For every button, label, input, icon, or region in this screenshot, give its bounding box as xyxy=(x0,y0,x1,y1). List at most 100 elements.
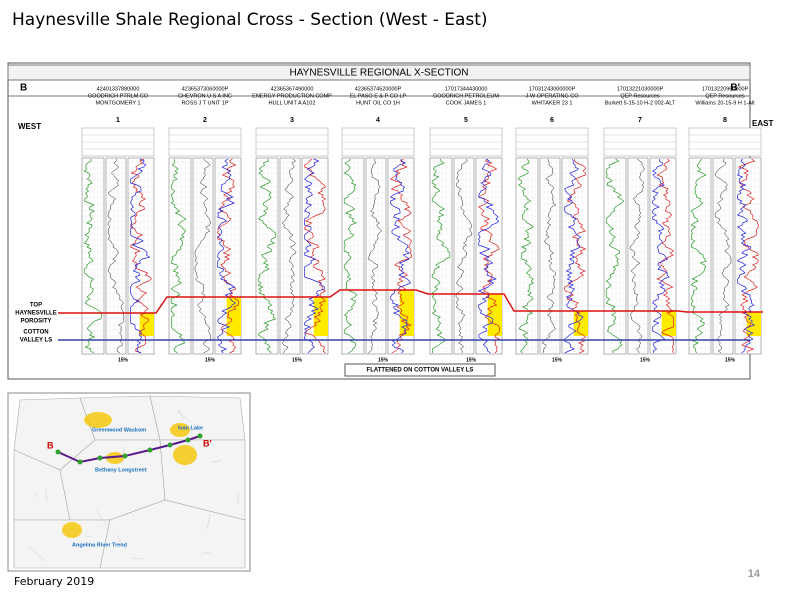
resistivity-curve xyxy=(714,158,732,354)
play-area xyxy=(62,522,82,538)
log-track xyxy=(539,157,561,355)
log-track xyxy=(365,157,387,355)
log-track xyxy=(255,157,279,355)
page-number: 14 xyxy=(748,568,761,580)
well-api: 42365367490000 xyxy=(271,86,314,92)
well-scale: 15% xyxy=(640,357,651,363)
neutron-curve xyxy=(736,158,756,354)
section-title-bar xyxy=(7,64,751,81)
density-curve xyxy=(389,158,412,354)
county-line xyxy=(178,410,185,420)
section-title: HAYNESVILLE REGIONAL X-SECTION xyxy=(290,68,469,79)
log-track xyxy=(688,157,712,355)
well-location xyxy=(185,437,191,443)
density-curve xyxy=(656,158,675,354)
log-track xyxy=(627,157,649,355)
top-label: TOP xyxy=(30,303,42,309)
log-track xyxy=(429,157,453,355)
neutron-curve xyxy=(564,158,584,354)
well-number: 7 xyxy=(638,117,642,124)
gamma-curve xyxy=(605,158,625,354)
play-area xyxy=(106,452,124,464)
resistivity-curve xyxy=(541,158,557,354)
datum-label: FLATTENED ON COTTON VALLEY LS xyxy=(367,368,474,374)
county-line xyxy=(84,535,91,538)
porosity-fill xyxy=(226,297,241,336)
log-track xyxy=(192,157,214,355)
well-name: HUNT OIL CO 1H xyxy=(356,100,400,106)
well-operator: GOODRICH PTRLM CO xyxy=(88,93,149,99)
well-location xyxy=(147,447,153,453)
porosity-fill xyxy=(139,313,154,336)
footer-date: February 2019 xyxy=(14,575,94,588)
well-name: COOK JAMES 1 xyxy=(446,100,487,106)
map-region xyxy=(149,395,246,441)
map-end: B' xyxy=(203,438,212,448)
well-number: 3 xyxy=(290,117,294,124)
density-curve xyxy=(477,158,501,354)
west-label: WEST xyxy=(18,122,41,131)
well-number: 8 xyxy=(723,117,727,124)
resistivity-curve xyxy=(455,158,473,354)
well-api: 17013221030000P xyxy=(617,86,664,92)
well-operator: CHEVRON U S A INC xyxy=(178,93,232,99)
neutron-curve xyxy=(477,158,500,354)
county-line xyxy=(201,552,211,554)
log-track xyxy=(453,157,475,355)
resistivity-curve xyxy=(367,158,382,354)
well-location xyxy=(122,453,128,459)
top-label: POROSITY xyxy=(20,319,51,325)
county-line xyxy=(237,492,239,504)
well-location xyxy=(197,433,203,439)
gamma-curve xyxy=(257,158,277,354)
well-api: 42401337880000 xyxy=(97,86,140,92)
county-line xyxy=(95,509,107,524)
well-number: 4 xyxy=(376,117,380,124)
well-operator: QEP Resources xyxy=(620,93,660,99)
well-scale: 15% xyxy=(292,357,303,363)
well-number: 2 xyxy=(203,117,207,124)
well-api: 17031243000000P xyxy=(529,86,576,92)
play-area xyxy=(84,412,112,428)
well-scale: 15% xyxy=(725,357,736,363)
neutron-curve xyxy=(651,159,670,354)
well-operator: EL PASO E & P CO LP xyxy=(350,93,407,99)
density-curve xyxy=(304,158,327,354)
gamma-curve xyxy=(83,158,103,354)
county-line xyxy=(115,534,127,550)
county-line xyxy=(45,488,48,502)
well-api: 17013220960000P xyxy=(702,86,749,92)
county-line xyxy=(207,513,211,529)
county-line xyxy=(29,546,45,561)
gamma-curve xyxy=(343,158,358,354)
well-scale: 15% xyxy=(118,357,129,363)
section-line xyxy=(57,435,201,464)
top-porosity-line xyxy=(58,289,763,314)
gamma-curve xyxy=(170,158,187,354)
play-area xyxy=(170,423,190,437)
well-location xyxy=(77,459,83,465)
log-track xyxy=(279,157,301,355)
density-curve xyxy=(737,158,759,354)
well-location xyxy=(167,442,173,448)
well-name: ROSS J T UNIT 1P xyxy=(181,100,228,106)
bottom-label: VALLEY LS xyxy=(20,338,52,344)
county-line xyxy=(177,410,191,423)
well-operator: J-W OPERATING CO xyxy=(525,93,579,99)
log-track xyxy=(712,157,734,355)
well-number: 1 xyxy=(116,117,120,124)
right-label: B' xyxy=(730,83,740,94)
county-line xyxy=(131,557,144,560)
well-name: Williams 20-15-9 H 1-Alt xyxy=(695,100,755,106)
well-name: WHITAKER 23 1 xyxy=(532,100,573,106)
density-curve xyxy=(130,158,152,354)
well-api: 42365373060000P xyxy=(182,86,229,92)
top-label: HAYNESVILLE xyxy=(15,311,56,317)
east-label: EAST xyxy=(752,119,773,128)
porosity-fill xyxy=(313,297,328,336)
density-curve xyxy=(217,158,239,354)
well-operator: GOODRICH PETROLEUM xyxy=(433,93,499,99)
left-label: B xyxy=(20,83,27,94)
log-track xyxy=(341,157,365,355)
